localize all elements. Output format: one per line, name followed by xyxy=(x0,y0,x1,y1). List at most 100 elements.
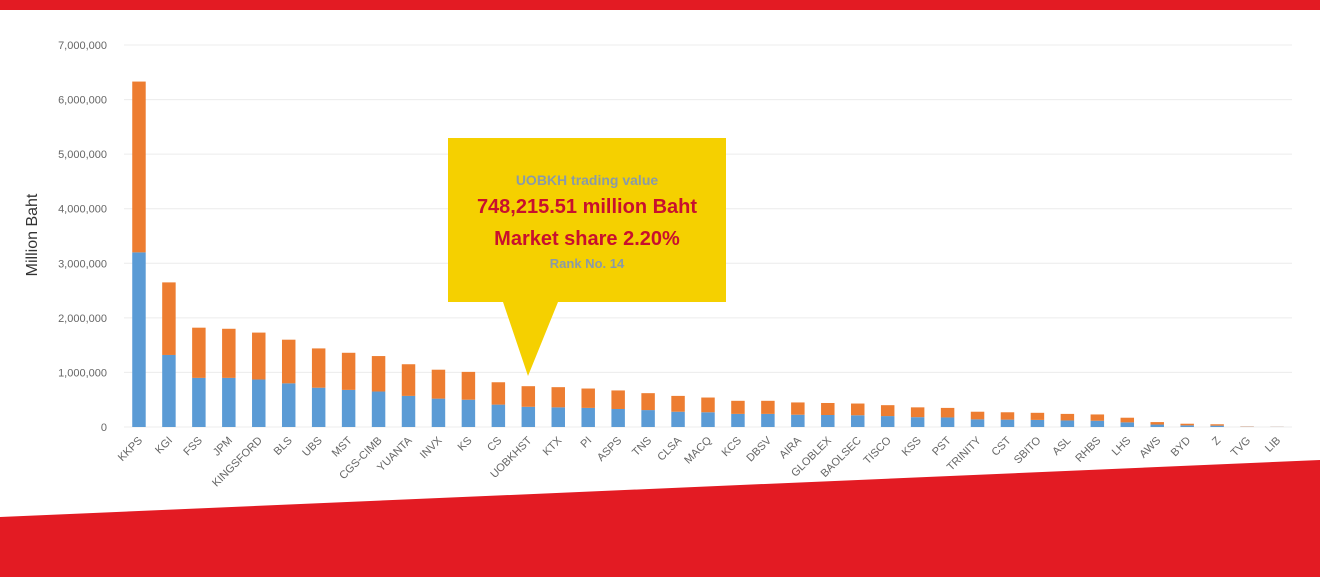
bar-segment-bottom xyxy=(880,416,895,427)
bar-segment-bottom xyxy=(1030,419,1045,427)
bar-segment-bottom xyxy=(1000,419,1015,427)
x-tick-label: MACQ xyxy=(682,434,714,466)
bar-segment-top xyxy=(371,356,386,392)
x-tick-label: JPM xyxy=(211,435,235,459)
x-tick-label: KGI xyxy=(153,435,175,457)
x-tick-label: KCS xyxy=(720,435,744,459)
bar-segment-bottom xyxy=(281,383,296,427)
bar-segment-top xyxy=(671,395,685,412)
bar-segment-top xyxy=(910,407,925,418)
bar-segment-bottom xyxy=(311,387,326,427)
bar-segment-top xyxy=(1210,424,1224,426)
bar-segment-bottom xyxy=(461,399,476,427)
uobkh-callout: UOBKH trading value 748,215.51 million B… xyxy=(448,138,726,376)
y-axis-label: Million Baht xyxy=(24,193,41,276)
y-tick-label: 3,000,000 xyxy=(58,258,107,270)
bar-segment-bottom xyxy=(1150,424,1164,427)
bar-segment-bottom xyxy=(431,398,446,427)
bar-segment-bottom xyxy=(1120,422,1135,427)
bar-segment-bottom xyxy=(252,379,266,427)
bar-segment-top xyxy=(970,411,985,420)
bar-segment-bottom xyxy=(1180,425,1194,427)
bar-segment-bottom xyxy=(910,417,925,427)
bar-segment-top xyxy=(1120,417,1135,423)
bar-segment-bottom xyxy=(821,414,835,427)
bar-segment-top xyxy=(551,387,565,408)
x-tick-label: AIRA xyxy=(777,434,804,461)
bar-segment-top xyxy=(581,388,595,408)
x-tick-label: AWS xyxy=(1137,435,1163,461)
bar-segment-top xyxy=(222,328,236,378)
bar-segment-top xyxy=(731,400,745,414)
bar-segment-top xyxy=(1000,412,1015,420)
y-tick-label: 0 xyxy=(101,422,107,434)
bar-segment-bottom xyxy=(551,407,565,427)
bar-segment-bottom xyxy=(940,417,955,427)
bar-segment-top xyxy=(701,397,715,413)
x-tick-label: UBS xyxy=(300,435,324,459)
x-tick-label: LHS xyxy=(1110,435,1134,459)
x-tick-label: LIB xyxy=(1263,435,1283,455)
bar-segment-top xyxy=(401,364,416,396)
bar-segment-top xyxy=(1090,414,1105,421)
x-tick-label: TRINITY xyxy=(945,434,984,473)
y-tick-label: 5,000,000 xyxy=(58,149,107,161)
bar-segment-bottom xyxy=(192,377,206,427)
bar-segment-top xyxy=(431,369,446,399)
bar-segment-top xyxy=(132,81,146,253)
y-tick-label: 6,000,000 xyxy=(58,95,107,107)
bar-segment-top xyxy=(281,339,296,384)
x-tick-label: TISCO xyxy=(862,434,895,467)
bar-segment-bottom xyxy=(162,354,176,427)
bar-segment-bottom xyxy=(1090,420,1105,427)
y-tick-label: 4,000,000 xyxy=(58,204,107,216)
bar-segment-bottom xyxy=(132,252,146,427)
bar-segment-bottom xyxy=(1210,425,1224,427)
bar-segment-top xyxy=(521,386,536,407)
x-tick-label: TNS xyxy=(630,435,654,459)
bar-segment-bottom xyxy=(581,407,595,427)
bar-segment-bottom xyxy=(611,408,625,427)
x-tick-label: ASPS xyxy=(595,435,624,464)
bar-segment-top xyxy=(761,400,775,414)
x-tick-label: CST xyxy=(990,434,1014,458)
bar-segment-bottom xyxy=(401,395,416,427)
bar-segment-top xyxy=(1150,422,1164,425)
callout-shape xyxy=(448,138,726,376)
bar-segment-bottom xyxy=(761,413,775,427)
x-tick-label: BYD xyxy=(1169,435,1194,460)
bar-segment-bottom xyxy=(641,410,655,427)
bar-segment-top xyxy=(491,382,506,405)
bar-segment-top xyxy=(940,407,955,418)
x-tick-label: RHBS xyxy=(1073,435,1103,465)
top-red-band-fill xyxy=(0,0,1320,10)
x-tick-label: KSS xyxy=(900,435,924,459)
bar-segment-top xyxy=(311,348,326,388)
bar-segment-top xyxy=(341,352,356,390)
bars xyxy=(132,81,1284,427)
bar-segment-top xyxy=(851,403,865,416)
bar-segment-top xyxy=(791,402,805,415)
x-tick-label: BLS xyxy=(272,435,295,458)
bar-segment-top xyxy=(1060,413,1075,421)
bar-segment-top xyxy=(611,390,625,409)
bar-segment-top xyxy=(821,402,835,415)
x-tick-label: CLSA xyxy=(655,434,684,463)
x-tick-label: KTX xyxy=(541,434,565,458)
x-tick-label: TVG xyxy=(1229,435,1253,459)
x-tick-label: MST xyxy=(330,434,355,459)
bar-segment-bottom xyxy=(1060,420,1075,427)
bar-segment-bottom xyxy=(791,414,805,427)
x-tick-label: KS xyxy=(456,435,475,454)
x-tick-label: PST xyxy=(930,434,954,458)
callout-title: UOBKH trading value xyxy=(515,172,659,188)
x-tick-label: CS xyxy=(485,435,504,454)
bar-segment-bottom xyxy=(731,413,745,427)
bar-segment-top xyxy=(1180,423,1194,426)
gridlines xyxy=(124,44,1292,428)
y-tick-label: 2,000,000 xyxy=(58,313,107,325)
x-tick-label: SBITO xyxy=(1012,434,1044,466)
bar-segment-top xyxy=(880,405,895,417)
x-tick-label: Z xyxy=(1210,434,1223,447)
